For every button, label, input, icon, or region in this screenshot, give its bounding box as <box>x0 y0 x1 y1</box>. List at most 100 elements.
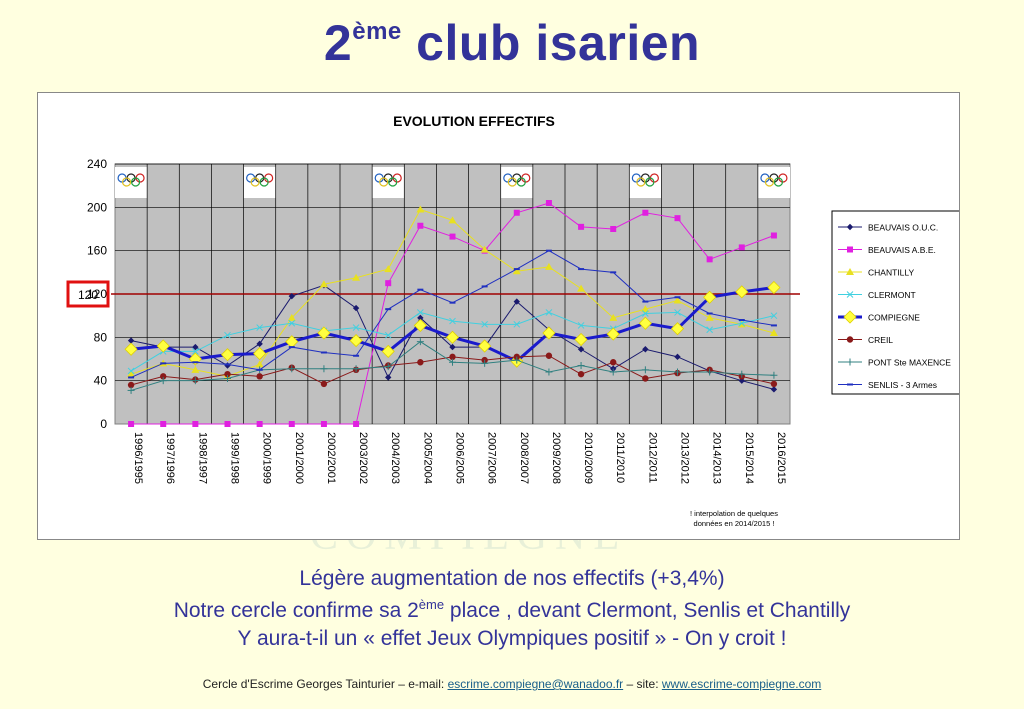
data-point <box>156 339 170 353</box>
x-tick-label: 2014/2013 <box>711 432 723 484</box>
data-point <box>577 322 585 329</box>
data-point <box>256 421 263 427</box>
data-point <box>609 313 618 321</box>
summary-line-1: Légère augmentation de nos effectifs (+3… <box>299 567 725 590</box>
data-point <box>192 348 199 355</box>
data-point <box>445 330 460 344</box>
data-point <box>641 305 650 313</box>
data-point <box>127 337 135 344</box>
olympic-rings-icon <box>259 177 269 187</box>
olympic-rings-icon <box>121 177 132 187</box>
data-point <box>352 324 360 331</box>
chart-annotation: données en 2014/2015 ! <box>694 519 775 528</box>
data-point <box>846 268 854 275</box>
data-point <box>124 342 138 356</box>
y-tick-label: 80 <box>94 330 108 344</box>
data-point <box>417 359 424 366</box>
data-point <box>738 319 746 327</box>
data-point <box>416 205 425 213</box>
data-point <box>577 284 586 292</box>
data-point <box>481 320 488 328</box>
x-tick-label: 2008/2007 <box>518 432 530 484</box>
data-point <box>512 267 521 275</box>
data-point <box>674 353 681 361</box>
data-point <box>545 352 553 359</box>
data-point <box>384 265 393 273</box>
legend-label: BEAUVAIS A.B.E. <box>868 245 936 255</box>
data-point <box>449 233 456 240</box>
data-point <box>606 327 620 341</box>
data-point <box>256 373 263 380</box>
data-point <box>577 370 585 378</box>
summary-line-2: Notre cercle confirme sa 2ème place , de… <box>173 597 851 622</box>
series-pont-ste-maxence <box>127 338 778 394</box>
data-point <box>352 304 360 312</box>
data-point <box>288 319 296 327</box>
data-point <box>674 309 681 316</box>
x-tick-label: 1996/1995 <box>132 432 144 484</box>
olympic-rings-icon <box>645 177 655 187</box>
chart-annotation: ! interpolation de quelques <box>690 509 778 518</box>
data-point <box>846 291 854 298</box>
data-point <box>574 332 588 347</box>
series-creil <box>127 352 778 389</box>
data-point <box>353 421 360 427</box>
data-point <box>670 322 685 336</box>
data-point <box>577 346 585 353</box>
summary-line-3: Y aura-t-il un « effet Jeux Olympiques p… <box>237 627 787 650</box>
data-point <box>478 339 492 353</box>
data-point <box>706 256 713 263</box>
series-beauvais-a-b-e <box>128 200 777 427</box>
legend-label: PONT Ste MAXENCE <box>868 358 951 368</box>
data-point <box>642 375 649 382</box>
data-point <box>192 421 199 427</box>
website-link[interactable]: www.escrime-compiegne.com <box>661 677 822 691</box>
x-tick-label: 2016/2015 <box>775 432 787 484</box>
data-point <box>770 232 777 239</box>
data-point <box>705 313 714 321</box>
olympic-markers <box>115 167 790 198</box>
data-point <box>288 292 295 300</box>
data-point <box>320 380 328 388</box>
data-point <box>317 326 331 340</box>
series-senlis-3-armes <box>128 249 777 379</box>
olympic-rings-icon <box>636 177 646 187</box>
data-point <box>513 320 521 328</box>
data-point <box>642 346 649 353</box>
x-tick-label: 2012/2011 <box>646 432 658 483</box>
x-tick-label: 2010/2009 <box>582 432 594 484</box>
reference-label: 120 <box>78 288 98 302</box>
data-point <box>735 285 749 299</box>
olympic-rings-icon <box>250 177 260 187</box>
data-point <box>545 200 552 206</box>
data-point <box>224 421 231 427</box>
olympic-rings-icon <box>388 177 398 187</box>
data-point <box>417 309 424 316</box>
data-point <box>846 223 854 231</box>
data-point <box>449 353 456 361</box>
data-point <box>127 367 135 375</box>
data-point <box>770 312 778 320</box>
data-point <box>417 314 424 322</box>
email-link[interactable]: escrime.compiegne@wanadoo.fr <box>447 677 624 691</box>
data-point <box>703 290 717 304</box>
x-tick-label: 2015/2014 <box>743 432 755 484</box>
data-point <box>224 370 231 378</box>
x-tick-label: 2002/2001 <box>325 432 337 484</box>
data-point <box>127 381 135 389</box>
olympic-rings-icon <box>507 177 517 187</box>
x-tick-label: 1997/1996 <box>164 432 176 484</box>
reference-highlight-box <box>66 280 110 308</box>
data-point <box>847 246 853 253</box>
series-compiegne <box>124 280 781 368</box>
x-tick-label: 2001/2000 <box>293 432 305 484</box>
data-point <box>319 280 328 288</box>
footer: Cercle d'Escrime Georges Tainturier – e-… <box>202 677 822 691</box>
olympic-rings-icon <box>130 177 141 187</box>
data-point <box>480 245 489 253</box>
data-point <box>128 421 135 427</box>
data-point <box>767 280 781 295</box>
x-tick-label: 2011/2010 <box>614 432 626 483</box>
data-point <box>542 326 556 340</box>
slide-title: 2ème club isarien <box>323 15 701 71</box>
